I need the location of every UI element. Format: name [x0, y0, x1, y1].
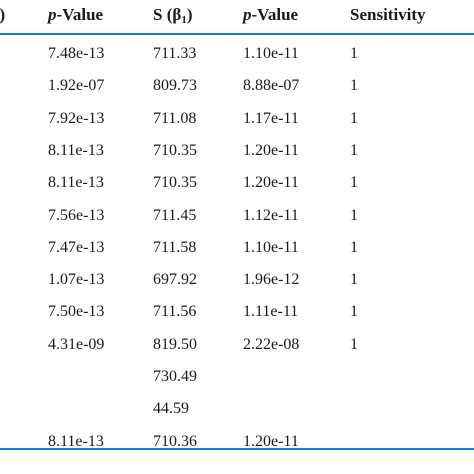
p-value-1-cell: 8.11e-13	[48, 432, 104, 450]
p-value-2-cell: 1.12e-11	[243, 206, 299, 224]
header-sensitivity: Sensitivity	[350, 5, 426, 24]
s-beta1-cell: 809.73	[153, 77, 197, 95]
header-col0-tail: )	[0, 5, 6, 24]
p-value-2-cell: 1.96e-12	[243, 271, 300, 289]
table-header-row: 0) p-Value S (β1) p-Value Sensitivity	[0, 0, 474, 34]
table-bottom-rule	[0, 448, 474, 450]
sensitivity-cell: 1	[350, 303, 358, 321]
header-p-value-2-italic: p	[243, 5, 252, 24]
header-p-value-1-rest: -Value	[56, 5, 104, 24]
sensitivity-cell: 1	[350, 174, 358, 192]
p-value-2-cell: 1.10e-11	[243, 45, 299, 62]
p-value-1-cell: 8.11e-13	[48, 174, 104, 192]
s-beta1-cell: 711.45	[153, 206, 197, 224]
p-value-2-cell: 8.88e-07	[243, 77, 300, 95]
p-value-1-cell: 1.07e-13	[48, 271, 105, 289]
header-p-value-2-rest: -Value	[251, 5, 299, 24]
s-beta1-cell: 730.49	[153, 368, 197, 385]
sensitivity-cell: 1	[350, 45, 358, 62]
s-beta1-cell: 710.35	[153, 174, 197, 192]
sensitivity-cell: 1	[350, 271, 358, 289]
p-value-2-cell: 1.20e-11	[243, 432, 299, 450]
s-beta1-cell: 711.56	[153, 303, 197, 321]
header-s-beta1-close: )	[186, 5, 193, 24]
p-value-1-cell: 4.31e-09	[48, 335, 105, 353]
sensitivity-cell: 1	[350, 109, 358, 127]
p-value-1-cell: 7.50e-13	[48, 303, 105, 321]
s-beta1-cell: 711.08	[153, 109, 197, 127]
header-s-beta1-main: S (β	[153, 5, 182, 24]
s-beta1-cell: 819.50	[153, 335, 197, 353]
header-s-beta1: S (β1)	[153, 5, 193, 30]
s-beta1-cell: 44.59	[153, 400, 189, 418]
p-value-2-cell: 1.20e-11	[243, 141, 299, 159]
sensitivity-cell: 1	[350, 141, 358, 159]
p-value-1-cell: 7.48e-13	[48, 45, 105, 62]
header-col0-partial: 0)	[0, 5, 5, 30]
header-s-beta1-subscript: 1	[181, 14, 187, 26]
s-beta1-cell: 710.35	[153, 141, 197, 159]
header-p-value-2: p-Value	[243, 5, 298, 25]
table-top-rule	[0, 33, 474, 35]
p-value-2-cell: 1.20e-11	[243, 174, 299, 192]
p-value-1-cell: 8.11e-13	[48, 141, 104, 159]
header-p-value-1: p-Value	[48, 5, 103, 25]
p-value-1-cell: 1.92e-07	[48, 77, 105, 95]
sensitivity-cell: 1	[350, 238, 358, 256]
sensitivity-cell: 1	[350, 77, 358, 95]
s-beta1-cell: 697.92	[153, 271, 197, 289]
p-value-1-cell: 7.92e-13	[48, 109, 105, 127]
sensitivity-cell: 1	[350, 335, 358, 353]
p-value-2-cell: 1.10e-11	[243, 238, 299, 256]
header-p-value-1-italic: p	[48, 5, 57, 24]
p-value-2-cell: 2.22e-08	[243, 335, 300, 353]
s-beta1-cell: 711.33	[153, 45, 197, 62]
p-value-2-cell: 1.17e-11	[243, 109, 299, 127]
p-value-2-cell: 1.11e-11	[243, 303, 299, 321]
s-beta1-cell: 711.58	[153, 238, 197, 256]
sensitivity-cell: 1	[350, 206, 358, 224]
s-beta1-cell: 710.36	[153, 432, 197, 450]
p-value-1-cell: 7.56e-13	[48, 206, 105, 224]
p-value-1-cell: 7.47e-13	[48, 238, 105, 256]
